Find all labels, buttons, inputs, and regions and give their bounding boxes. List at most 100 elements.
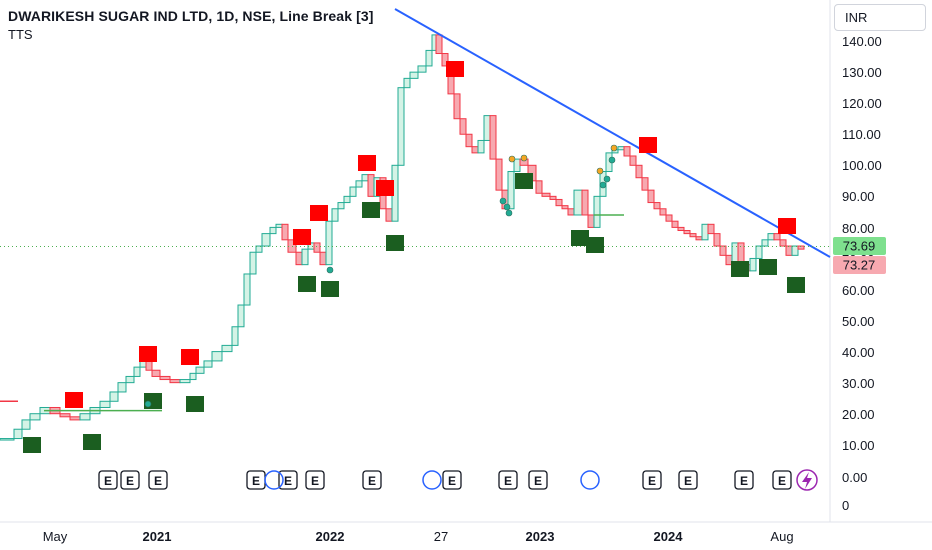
sell-signal-box (65, 392, 83, 408)
earnings-marker (772, 470, 792, 490)
signal-dot (599, 181, 607, 189)
price-brick (593, 195, 601, 228)
price-brick (425, 49, 433, 67)
price-brick (749, 257, 757, 272)
bolt-icon (802, 472, 812, 489)
price-brick (701, 223, 709, 241)
buy-signal-box (186, 396, 204, 412)
earnings-marker (678, 470, 698, 490)
price-brick (21, 419, 31, 430)
buy-signal-box (571, 230, 589, 246)
price-brick (465, 133, 473, 148)
earnings-marker-label: E (252, 474, 260, 488)
earnings-marker (98, 470, 118, 490)
price-label-badge (833, 256, 886, 274)
price-brick (331, 208, 339, 222)
price-brick (133, 366, 141, 377)
price-brick (237, 304, 245, 328)
price-brick (125, 375, 135, 384)
price-brick (301, 248, 309, 266)
price-brick (195, 366, 205, 374)
price-brick (441, 53, 449, 67)
y-tick-label: 90.00 (842, 189, 875, 204)
buy-signal-box (321, 281, 339, 297)
signal-dot (610, 144, 618, 152)
y-tick-label: 80.00 (842, 221, 875, 236)
price-brick (231, 326, 239, 346)
price-brick (683, 230, 691, 235)
price-brick (117, 382, 127, 393)
signal-dot (326, 266, 334, 274)
sell-signal-box (310, 205, 328, 221)
earnings-marker-label: E (284, 474, 292, 488)
earnings-marker (305, 470, 325, 490)
price-brick (641, 177, 649, 191)
price-brick (779, 239, 787, 247)
earnings-marker-label: E (504, 474, 512, 488)
price-brick (145, 360, 153, 371)
price-brick (79, 413, 91, 421)
price-brick (435, 34, 443, 55)
price-brick (507, 171, 515, 210)
price-brick (555, 198, 563, 207)
price-brick (417, 65, 427, 73)
sell-signal-box (293, 229, 311, 245)
earnings-marker-label: E (740, 474, 748, 488)
price-brick (695, 236, 703, 241)
earnings-marker-label: E (368, 474, 376, 488)
signal-dot (596, 167, 604, 175)
price-brick (773, 233, 781, 241)
price-brick (361, 174, 369, 182)
price-brick (453, 93, 461, 120)
price-brick (483, 115, 491, 141)
earnings-marker-label: E (778, 474, 786, 488)
price-brick (337, 202, 345, 210)
price-brick (665, 214, 673, 222)
price-label-badge (833, 237, 886, 255)
x-tick-label: 2021 (143, 529, 172, 544)
buy-signal-box (362, 202, 380, 218)
price-line-group (0, 34, 805, 441)
y-tick-label: 60.00 (842, 283, 875, 298)
y-tick-label: 0.00 (842, 470, 867, 485)
signal-dot (608, 156, 616, 164)
price-brick (761, 239, 769, 247)
currency-button[interactable]: INR (834, 4, 926, 31)
price-brick (513, 158, 521, 173)
price-brick (221, 344, 233, 353)
y-tick-label: 30.00 (842, 376, 875, 391)
buy-signal-box (23, 437, 41, 453)
price-brick (169, 379, 181, 384)
price-brick (249, 251, 257, 275)
earnings-marker (442, 470, 462, 490)
signal-dot (505, 209, 513, 217)
earnings-marker-label: E (104, 474, 112, 488)
price-brick (243, 273, 251, 306)
y-tick-label: 130.00 (842, 65, 882, 80)
price-brick (203, 360, 213, 368)
price-brick (587, 214, 595, 228)
buy-signal-box (586, 237, 604, 253)
price-brick (355, 180, 363, 188)
earnings-marker-label: E (154, 474, 162, 488)
y-tick-label: 40.00 (842, 345, 875, 360)
earnings-marker-label: E (534, 474, 542, 488)
price-brick (767, 233, 775, 241)
price-brick (647, 189, 655, 204)
price-brick (495, 158, 503, 191)
buy-signal-box (83, 434, 101, 450)
earnings-marker-label: E (311, 474, 319, 488)
price-brick (573, 189, 583, 216)
signal-dot (520, 154, 528, 162)
sell-signal-box (639, 137, 657, 153)
y-tick-label: 140.00 (842, 34, 882, 49)
dividend-marker (580, 470, 600, 490)
signal-dot (499, 197, 507, 205)
price-brick (281, 223, 289, 241)
price-brick (459, 118, 467, 135)
price-brick (707, 223, 715, 235)
price-brick (791, 245, 799, 256)
buy-signal-box (731, 261, 749, 277)
indicator-label[interactable]: TTS (8, 27, 33, 42)
